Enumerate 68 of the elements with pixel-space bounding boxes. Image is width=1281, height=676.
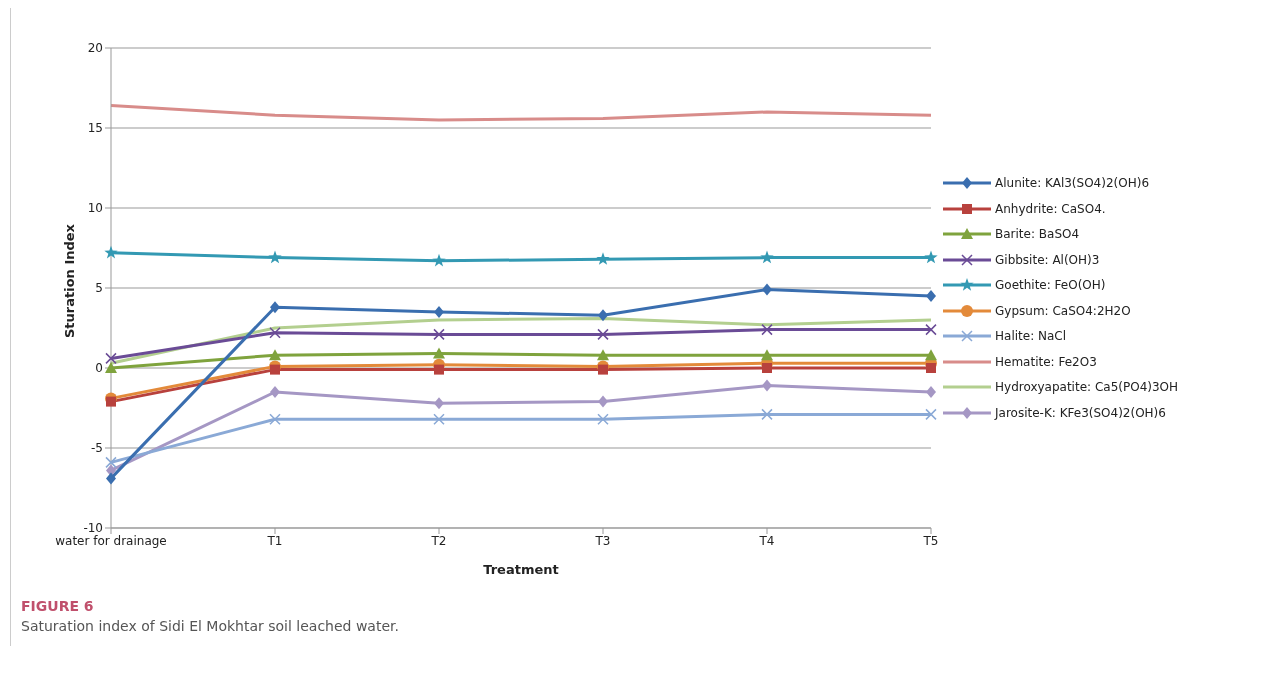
legend-label: Anhydrite: CaSO4. [995, 201, 1106, 216]
point [926, 290, 936, 302]
x-tick-label: water for drainage [55, 533, 167, 548]
point [762, 379, 772, 392]
point [761, 349, 773, 361]
point [597, 349, 609, 361]
point [104, 245, 118, 259]
point [433, 413, 445, 425]
x-tick-label: T2 [430, 533, 447, 548]
caption: FIGURE 6 [21, 598, 95, 614]
point [925, 323, 937, 336]
point [597, 413, 609, 425]
point [596, 252, 610, 265]
point [762, 363, 772, 373]
legend-label: Goethite: FeO(OH) [995, 278, 1106, 293]
point [926, 363, 936, 373]
point [761, 408, 773, 421]
y-tick-label: 20 [87, 41, 103, 56]
y-tick-label: 10 [87, 201, 103, 216]
point [270, 386, 280, 398]
y-tick-label: 15 [87, 121, 103, 136]
legend-label: Hydroxyapatite: Ca5(PO4)3OH [995, 380, 1179, 395]
x-tick-label: T5 [922, 533, 939, 548]
point [762, 283, 772, 296]
point [269, 413, 281, 425]
x-tick-label: T3 [594, 533, 611, 548]
y-tick-label: 0 [95, 361, 103, 376]
y-axis-title: Sturation Index [61, 223, 77, 338]
point [269, 327, 281, 339]
point [434, 397, 444, 410]
line-series [109, 104, 933, 122]
point [925, 349, 937, 361]
point [105, 456, 117, 469]
x-axis-title: Treatment [483, 562, 559, 577]
y-tick-label: -10 [83, 521, 103, 536]
point [268, 250, 282, 264]
point [598, 309, 608, 322]
legend-label: Halite: NaCl [995, 329, 1067, 344]
point [270, 301, 280, 314]
legend-label: Alunite: KAl3(SO4)2(OH)6 [995, 176, 1150, 191]
y-tick-label: 5 [95, 281, 103, 296]
point [598, 364, 608, 375]
point [106, 472, 116, 485]
point [433, 328, 445, 341]
legend-label: Hematite: Fe2O3 [995, 354, 1097, 369]
point [270, 364, 280, 375]
point [434, 306, 444, 318]
point [925, 408, 937, 421]
x-tick-label: T4 [758, 533, 775, 548]
point [105, 352, 117, 365]
point [433, 347, 445, 359]
legend-label: Jarosite-K: KFe3(SO4)2(OH)6 [995, 405, 1166, 420]
legend-label: Gibbsite: Al(OH)3 [995, 252, 1100, 267]
point [761, 323, 773, 336]
x-tick-label: T1 [266, 533, 283, 548]
point [760, 250, 774, 264]
legend-label: Gypsum: CaSO4:2H2O [995, 303, 1131, 318]
text: Saturation index of Sidi El Mokhtar soil leached water. [21, 618, 400, 634]
point [598, 395, 608, 408]
legend-label: Barite: BaSO4 [995, 227, 1080, 242]
point [597, 328, 609, 341]
point [926, 386, 936, 398]
point [106, 396, 116, 407]
point [269, 349, 281, 361]
point [924, 250, 938, 264]
point [432, 253, 446, 267]
y-tick-label: -5 [91, 441, 103, 456]
point [434, 364, 444, 375]
